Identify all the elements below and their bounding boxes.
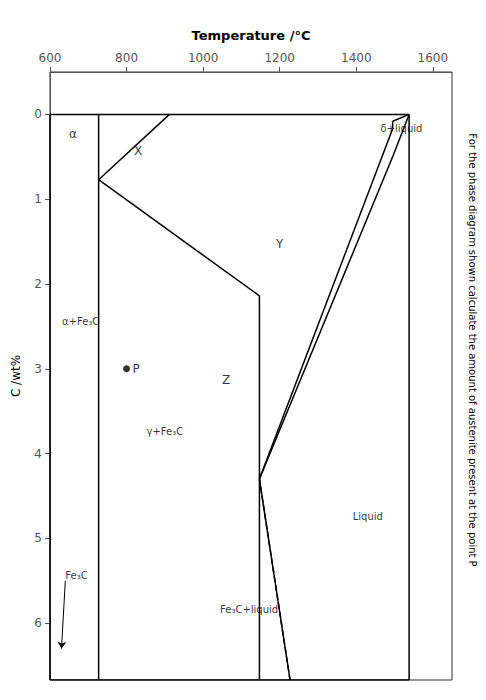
svg-text:Temperature /°C: Temperature /°C — [192, 28, 311, 43]
svg-text:Fe₃C: Fe₃C — [65, 570, 87, 581]
svg-text:5: 5 — [34, 531, 42, 545]
svg-text:3: 3 — [34, 362, 42, 376]
svg-text:1200: 1200 — [264, 51, 295, 65]
svg-text:P: P — [133, 362, 140, 376]
svg-text:1600: 1600 — [418, 51, 449, 65]
svg-text:Y: Y — [275, 237, 284, 251]
svg-text:4: 4 — [34, 447, 42, 461]
svg-text:600: 600 — [39, 51, 62, 65]
svg-text:Liquid: Liquid — [353, 511, 383, 522]
svg-text:6: 6 — [34, 616, 42, 630]
svg-text:X: X — [134, 144, 142, 158]
svg-text:1000: 1000 — [188, 51, 219, 65]
svg-text:Fe₃C+liquid: Fe₃C+liquid — [220, 604, 278, 615]
svg-text:α+Fe₃C: α+Fe₃C — [62, 316, 99, 327]
svg-text:0: 0 — [34, 107, 42, 121]
svg-text:δ+liquid: δ+liquid — [381, 123, 423, 134]
svg-text:Z: Z — [222, 373, 230, 387]
svg-text:γ+Fe₃C: γ+Fe₃C — [147, 426, 184, 437]
svg-text:α: α — [69, 127, 77, 141]
svg-text:800: 800 — [115, 51, 138, 65]
svg-text:C /wt%: C /wt% — [9, 355, 23, 397]
svg-text:1: 1 — [34, 192, 42, 206]
svg-text:2: 2 — [34, 277, 42, 291]
svg-text:For the phase diagram shown ca: For the phase diagram shown calculate th… — [467, 133, 478, 566]
svg-text:1400: 1400 — [341, 51, 372, 65]
